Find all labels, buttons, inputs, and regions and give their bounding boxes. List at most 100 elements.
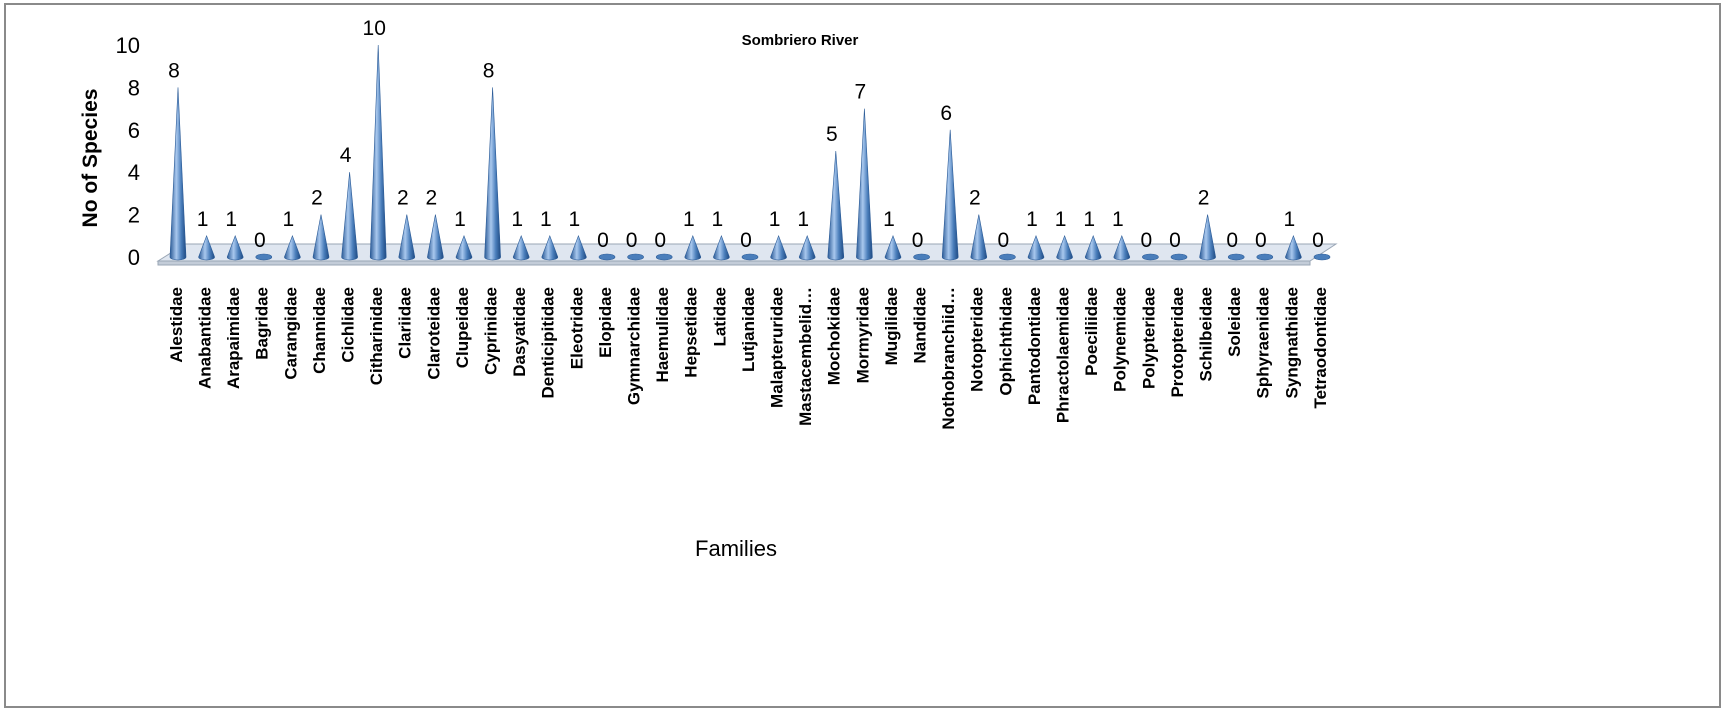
x-tick-label: Mochokidae: [825, 287, 844, 385]
y-axis-label: No of Species: [79, 89, 102, 228]
data-label: 0: [1141, 229, 1153, 252]
bar: [226, 234, 244, 261]
x-tick-label: Mormyridae: [853, 287, 872, 383]
data-label: 0: [597, 229, 609, 252]
data-label: 0: [740, 229, 752, 252]
x-tick-label: Haemulidae: [653, 287, 672, 382]
x-tick-label: Clupeidae: [453, 287, 472, 368]
x-tick-label: Lutjanidae: [739, 287, 758, 372]
x-tick-label: Tetraodontidae: [1311, 287, 1330, 409]
bar: [1227, 253, 1245, 261]
data-label: 0: [1255, 229, 1267, 252]
bar: [770, 234, 787, 261]
data-label: 7: [855, 81, 867, 104]
y-tick-label: 10: [116, 33, 140, 58]
x-tick-label: Elopidae: [596, 287, 615, 358]
bar: [1199, 214, 1216, 261]
data-label: 2: [311, 187, 323, 210]
chart-frame: [4, 3, 1721, 708]
data-label: 1: [197, 208, 209, 231]
bar: [1056, 234, 1073, 261]
y-tick-label: 8: [128, 75, 140, 100]
data-label: 10: [363, 17, 386, 40]
x-tick-label: Cichlidae: [339, 287, 358, 363]
data-label: 1: [1083, 208, 1095, 231]
bar: [1256, 253, 1274, 261]
x-tick-label: Ophichthidae: [996, 287, 1015, 396]
x-tick-label: Polypteridae: [1139, 287, 1158, 389]
data-label: 1: [883, 208, 895, 231]
data-label: 6: [940, 102, 952, 125]
data-label: 0: [912, 229, 924, 252]
bar: [884, 234, 902, 261]
x-tick-label: Bagridae: [253, 287, 272, 360]
data-label: 0: [1312, 229, 1324, 252]
data-label: 1: [225, 208, 237, 231]
data-label: 0: [654, 229, 666, 252]
data-label: 0: [1169, 229, 1181, 252]
x-tick-label: Mugilidae: [882, 287, 901, 365]
data-label: 1: [540, 208, 552, 231]
x-tick-label: Phractolaemidae: [1054, 287, 1073, 423]
data-label: 1: [1284, 208, 1296, 231]
data-label: 2: [426, 187, 438, 210]
bar: [741, 253, 759, 261]
bar: [1142, 253, 1159, 261]
y-tick-label: 6: [128, 118, 140, 143]
bar: [684, 234, 702, 261]
bar: [598, 253, 616, 261]
bar: [827, 150, 845, 261]
x-tick-label: Hepsetidae: [682, 287, 701, 378]
data-label: 1: [283, 208, 295, 231]
bar: [970, 214, 988, 261]
data-label: 0: [254, 229, 266, 252]
x-tick-label: Syngnathidae: [1282, 287, 1301, 398]
x-tick-label: Cyprinidae: [482, 287, 501, 375]
x-tick-label: Sphyraenidae: [1254, 287, 1273, 399]
bar: [1170, 253, 1188, 261]
bar: [255, 253, 273, 261]
x-tick-label: Latidae: [710, 287, 729, 347]
data-label: 1: [454, 208, 466, 231]
data-label: 5: [826, 123, 838, 146]
chart-title: Sombriero River: [742, 32, 859, 49]
bar: [1027, 234, 1045, 261]
bar: [798, 234, 816, 261]
y-tick-label: 4: [128, 160, 140, 185]
data-label: 0: [998, 229, 1010, 252]
data-label: 8: [483, 59, 495, 82]
x-tick-label: Protopteridae: [1168, 287, 1187, 398]
bar: [455, 234, 473, 261]
x-tick-label: Citharinidae: [367, 287, 386, 385]
x-tick-label: Arapaimidae: [224, 287, 243, 389]
data-label: 1: [683, 208, 695, 231]
data-label: 1: [797, 208, 809, 231]
bar: [341, 172, 358, 261]
x-tick-label: Notopteridae: [968, 287, 987, 392]
data-label: 4: [340, 144, 352, 167]
bar: [570, 234, 587, 261]
x-tick-label: Dasyatidae: [510, 287, 529, 377]
bar: [627, 253, 644, 261]
bar: [1113, 234, 1131, 261]
y-tick-label: 2: [128, 203, 140, 228]
bar: [169, 87, 187, 261]
x-tick-label: Soleidae: [1225, 287, 1244, 357]
x-tick-label: Channidae: [310, 287, 329, 374]
bar: [1313, 253, 1331, 261]
x-axis-label: Families: [695, 536, 777, 561]
x-tick-label: Nandidae: [911, 287, 930, 364]
bar: [913, 253, 930, 261]
x-tick-label: Schilbeidae: [1197, 287, 1216, 381]
data-label: 2: [397, 187, 409, 210]
bar: [484, 87, 501, 261]
x-tick-label: Mastacembelid…: [796, 287, 815, 426]
data-label: 1: [511, 208, 523, 231]
data-label: 2: [1198, 187, 1210, 210]
data-label: 0: [626, 229, 638, 252]
x-tick-label: Clariidae: [396, 287, 415, 359]
x-tick-label: Pantodontidae: [1025, 287, 1044, 405]
x-tick-label: Anabantidae: [196, 287, 215, 389]
data-label: 1: [569, 208, 581, 231]
